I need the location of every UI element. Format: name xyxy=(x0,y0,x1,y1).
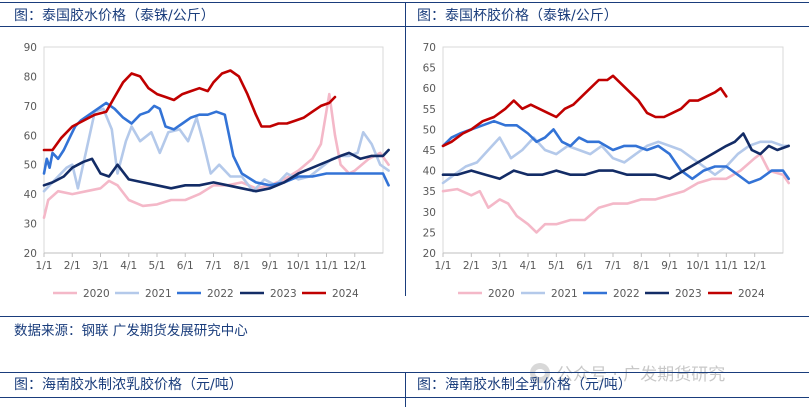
x-tick-label: 7/1 xyxy=(605,260,622,272)
x-tick-label: 9/1 xyxy=(661,260,678,272)
legend-label-2023: 2023 xyxy=(675,288,702,300)
x-tick-label: 11/1 xyxy=(715,260,739,272)
x-tick-label: 10/1 xyxy=(686,260,710,272)
series-line-2024 xyxy=(42,69,337,152)
x-tick-label: 5/1 xyxy=(548,260,565,272)
legend-label-2024: 2024 xyxy=(332,288,359,300)
title-bar-bottom-border xyxy=(0,26,809,27)
y-tick-label: 90 xyxy=(24,42,37,54)
series-line-2023 xyxy=(441,132,790,181)
x-tick-label: 12/1 xyxy=(743,260,767,272)
y-tick-label: 30 xyxy=(423,207,436,219)
x-tick-label: 6/1 xyxy=(576,260,593,272)
y-tick-label: 55 xyxy=(423,104,436,116)
series-line-2021 xyxy=(441,136,790,185)
x-tick-label: 9/1 xyxy=(262,260,279,272)
legend-label-2020: 2020 xyxy=(488,288,515,300)
x-tick-label: 1/1 xyxy=(36,260,53,272)
y-tick-label: 65 xyxy=(423,63,436,75)
series-line-2022 xyxy=(441,119,790,185)
legend-label-2024: 2024 xyxy=(738,288,765,300)
watermark-text: 公众号 · 广发期货研究 xyxy=(556,365,726,385)
bottom-left-title: 图：海南胶水制浓乳胶价格（元/吨） xyxy=(14,377,243,393)
chart-right-panel: 20 25 30 35 40 45 50 55 60 65 70 1/1 2/1 3/1 4/1 5/1 6/1… xyxy=(406,26,809,316)
wechat-icon xyxy=(530,363,550,383)
series-line-2022 xyxy=(42,101,390,187)
x-tick-label: 12/1 xyxy=(343,260,367,272)
legend-label-2022: 2022 xyxy=(613,288,640,300)
chart-left-panel: 20 30 40 50 60 70 80 90 1/1 2/1 3/1 4/1 5/1 6/1 7/1 8/1… xyxy=(0,26,405,316)
x-tick-label: 10/1 xyxy=(286,260,310,272)
top-border xyxy=(0,2,809,3)
y-tick-label: 30 xyxy=(24,219,37,231)
series-line-2020 xyxy=(441,152,790,234)
bottom-right-title: 图：海南胶水制全乳价格（元/吨） xyxy=(417,377,632,393)
panel-divider xyxy=(405,2,406,296)
x-tick-label: 3/1 xyxy=(491,260,508,272)
legend-label-2020: 2020 xyxy=(83,288,110,300)
x-tick-label: 8/1 xyxy=(633,260,650,272)
chart-right-svg: 20 25 30 35 40 45 50 55 60 65 70 1/1 2/1 3/1 4/1 5/1 6/1… xyxy=(423,42,790,300)
y-tick-label: 40 xyxy=(24,189,37,201)
watermark: 公众号 · 广发期货研究 xyxy=(530,360,725,385)
x-tick-label: 4/1 xyxy=(520,260,537,272)
bottom-bar-top-border xyxy=(0,372,809,373)
x-tick-label: 3/1 xyxy=(92,260,109,272)
bottom-divider xyxy=(405,372,406,407)
y-tick-label: 35 xyxy=(423,186,436,198)
y-tick-label: 50 xyxy=(24,160,37,172)
legend-label-2021: 2021 xyxy=(145,288,172,300)
y-tick-label: 50 xyxy=(423,124,436,136)
chart-left-title: 图：泰国胶水价格（泰铢/公斤） xyxy=(14,8,215,24)
x-tick-label: 4/1 xyxy=(120,260,137,272)
y-tick-label: 40 xyxy=(423,166,436,178)
legend-label-2021: 2021 xyxy=(551,288,578,300)
y-tick-label: 20 xyxy=(24,248,37,260)
plot-frame xyxy=(43,46,384,254)
series-line-2023 xyxy=(42,148,390,193)
y-tick-label: 25 xyxy=(423,227,436,239)
series-line-2024 xyxy=(441,74,728,148)
x-tick-label: 5/1 xyxy=(149,260,166,272)
x-tick-label: 7/1 xyxy=(205,260,222,272)
x-tick-label: 11/1 xyxy=(315,260,339,272)
x-tick-label: 6/1 xyxy=(177,260,194,272)
y-tick-label: 45 xyxy=(423,145,436,157)
chart-right-title: 图：泰国杯胶价格（泰铢/公斤） xyxy=(417,8,618,24)
y-tick-label: 80 xyxy=(24,71,37,83)
source-note: 数据来源：钢联 广发期货发展研究中心 xyxy=(14,323,248,339)
x-tick-label: 2/1 xyxy=(463,260,480,272)
chart-left-svg: 20 30 40 50 60 70 80 90 1/1 2/1 3/1 4/1 5/1 6/1 7/1 8/1… xyxy=(24,42,390,300)
legend-label-2022: 2022 xyxy=(207,288,234,300)
bottom-bar-bottom-border xyxy=(0,397,809,398)
y-tick-label: 70 xyxy=(423,42,436,54)
y-tick-label: 70 xyxy=(24,101,37,113)
x-tick-label: 2/1 xyxy=(64,260,81,272)
source-top-border xyxy=(0,316,809,317)
y-tick-label: 60 xyxy=(24,130,37,142)
y-tick-label: 20 xyxy=(423,248,436,260)
x-tick-label: 8/1 xyxy=(233,260,250,272)
y-tick-label: 60 xyxy=(423,83,436,95)
x-tick-label: 1/1 xyxy=(435,260,452,272)
legend-label-2023: 2023 xyxy=(270,288,297,300)
